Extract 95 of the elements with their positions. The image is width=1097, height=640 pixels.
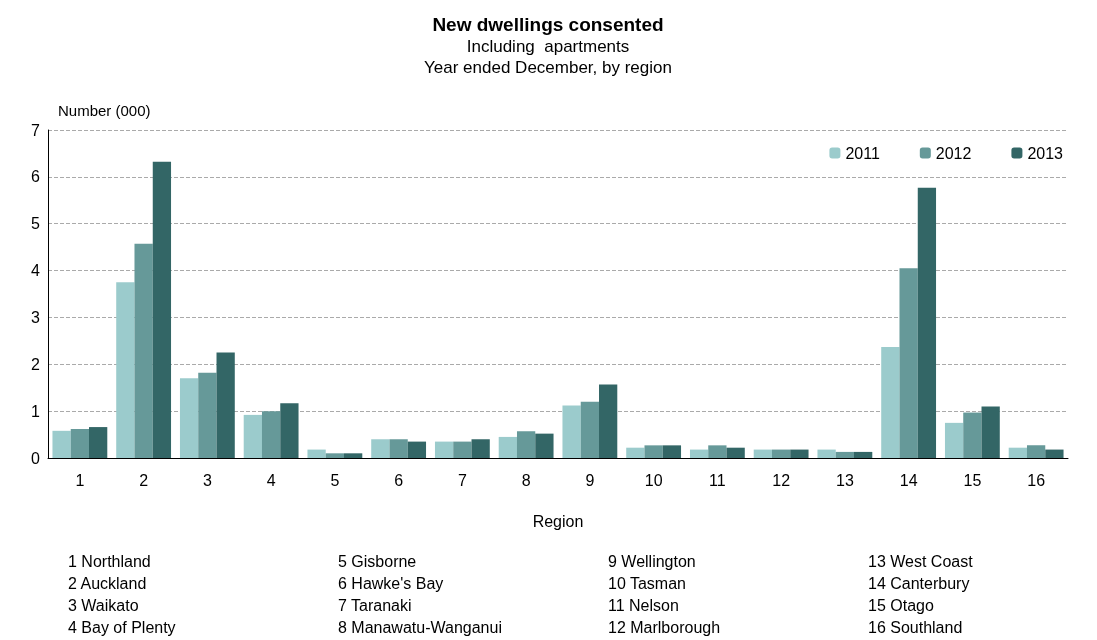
bar <box>261 411 281 458</box>
bar <box>116 282 135 458</box>
bar <box>498 436 517 458</box>
text: 14 Canterbury <box>868 574 970 592</box>
text: 15 Otago <box>868 596 934 614</box>
bar <box>243 414 262 458</box>
x-tick-label: 2 <box>139 471 149 489</box>
bar <box>835 451 855 458</box>
bar <box>471 439 490 458</box>
x-tick-label: 3 <box>202 471 212 489</box>
bar <box>917 187 937 458</box>
bar <box>881 346 900 458</box>
chart-subtitle: Including apartments Year ended December, by region <box>424 37 672 77</box>
text: 13 West Coast <box>868 552 974 570</box>
bar <box>516 431 536 458</box>
bar <box>817 449 836 458</box>
text: 12 Marlborough <box>608 618 721 636</box>
y-tick-label: 3 <box>31 308 41 326</box>
y-tick-label: 0 <box>31 449 41 467</box>
bar <box>662 445 682 458</box>
bar <box>70 428 90 458</box>
x-tick-label: 13 <box>835 471 854 489</box>
bar <box>726 447 745 458</box>
x-tick-label: 5 <box>330 471 340 489</box>
x-tick-label: 4 <box>266 471 276 489</box>
bar <box>216 352 235 458</box>
text: 11 Nelson <box>608 596 679 614</box>
bar <box>280 403 299 458</box>
x-tick-label: 8 <box>521 471 531 489</box>
y-axis-title: Number (000) <box>58 102 151 119</box>
bar <box>179 378 199 458</box>
bar <box>981 406 1000 458</box>
x-tick-label: 9 <box>585 471 595 489</box>
bar <box>89 427 108 458</box>
text: 9 Wellington <box>608 552 696 570</box>
bar <box>753 449 772 458</box>
bar <box>389 439 408 458</box>
bar <box>1045 449 1064 458</box>
bar <box>407 441 427 458</box>
chart-title: New dwellings consented <box>432 14 664 35</box>
bar <box>562 405 581 458</box>
bar <box>790 449 809 458</box>
x-axis-title: Region <box>532 512 584 530</box>
x-tick-label: 1 <box>75 471 85 489</box>
x-tick-label: 16 <box>1027 471 1046 489</box>
bar <box>434 441 454 458</box>
bar <box>854 451 873 458</box>
text: 2 Auckland <box>68 574 147 592</box>
bar <box>944 422 964 458</box>
y-tick-label: 7 <box>31 121 41 139</box>
legend-label: 2011 <box>845 144 880 162</box>
x-tick-label: 7 <box>457 471 467 489</box>
text: 16 Southland <box>868 618 963 636</box>
legend-label: 2013 <box>1027 144 1064 162</box>
bar <box>1026 445 1046 458</box>
text: 6 Hawke's Bay <box>338 574 444 592</box>
y-tick-label: 4 <box>31 262 41 280</box>
bar <box>644 445 663 458</box>
bar <box>580 401 600 458</box>
bar <box>198 372 217 458</box>
bar <box>626 447 645 458</box>
bar <box>535 433 554 458</box>
x-tick-label: 6 <box>394 471 404 489</box>
text: 1 Northland <box>68 552 151 570</box>
x-tick-label: 12 <box>772 471 791 489</box>
x-tick-label: 14 <box>899 471 918 489</box>
x-tick-label: 10 <box>644 471 663 489</box>
bar <box>325 453 345 458</box>
text: 3 Waikato <box>68 596 139 614</box>
bar <box>1008 447 1027 458</box>
bar <box>344 453 363 458</box>
text: 7 Taranaki <box>338 596 412 614</box>
y-tick-label: 6 <box>31 168 41 186</box>
bar <box>371 439 390 458</box>
x-tick-label: 11 <box>709 471 726 489</box>
text: 4 Bay of Plenty <box>68 618 176 636</box>
bar <box>899 268 918 458</box>
legend-label: 2012 <box>935 144 972 162</box>
text: 10 Tasman <box>608 574 686 592</box>
y-tick-label: 2 <box>31 355 41 373</box>
bar <box>307 449 326 458</box>
text: 5 Gisborne <box>338 552 417 570</box>
bar <box>453 441 472 458</box>
bar <box>599 384 618 458</box>
bar <box>708 445 727 458</box>
bar <box>152 161 172 458</box>
y-tick-label: 5 <box>31 215 41 233</box>
y-tick-label: 1 <box>31 402 41 420</box>
bar <box>771 449 791 458</box>
text: 8 Manawatu-Wanganui <box>338 618 502 636</box>
bar <box>52 430 71 458</box>
bar <box>963 412 982 458</box>
bar <box>134 243 153 458</box>
bar <box>689 449 709 458</box>
x-tick-label: 15 <box>963 471 982 489</box>
